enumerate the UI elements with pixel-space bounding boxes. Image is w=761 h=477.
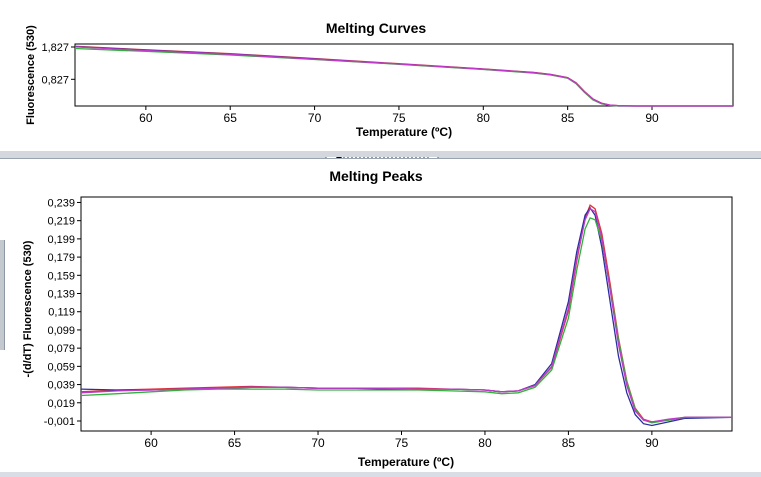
x-tick-label: 60: [144, 436, 158, 450]
y-tick-label: 1,827: [41, 42, 69, 54]
x-axis-label: Temperature (ºC): [358, 455, 454, 469]
x-axis-label: Temperature (ºC): [356, 125, 452, 139]
y-tick-label: 0,239: [47, 197, 75, 209]
x-tick-label: 75: [392, 111, 406, 125]
y-tick-label: 0,019: [47, 398, 75, 410]
x-tick-label: 60: [139, 111, 153, 125]
y-tick-label: 0,199: [47, 234, 75, 246]
y-tick-label: 0,039: [47, 380, 75, 392]
x-tick-labels: 60 65 70 75 80 85 90: [139, 106, 659, 125]
x-tick-label: 70: [311, 436, 325, 450]
melting-peaks-chart: Melting Peaks -0,001 0,019 0,039 0,059 0,079…: [22, 168, 733, 469]
x-tick-label: 90: [645, 436, 659, 450]
series-line-4: [80, 207, 732, 423]
splitter-bar[interactable]: [0, 151, 761, 165]
series-lines: [80, 204, 733, 427]
x-tick-label: 75: [395, 436, 409, 450]
y-tick-label: 0,099: [47, 325, 75, 337]
series-line-3: [80, 217, 732, 424]
y-tick-labels: -0,001 0,019 0,039 0,059 0,079 0,099 0,119 0,13…: [44, 197, 81, 428]
side-panel-edge: [0, 240, 5, 350]
plot-area: [74, 43, 734, 107]
y-tick-labels: 0,827 1,827: [41, 42, 75, 86]
y-tick-label: 0,159: [47, 270, 75, 282]
x-tick-label: 80: [477, 111, 491, 125]
plot-area: [80, 196, 733, 432]
y-tick-label: -0,001: [44, 416, 75, 428]
y-tick-label: 0,179: [47, 252, 75, 264]
series-lines: [74, 45, 733, 107]
y-tick-label: 0,059: [47, 361, 75, 373]
y-tick-label: 0,139: [47, 289, 75, 301]
melting-peaks-panel: Melting Peaks -0,001 0,019 0,039 0,059 0,079…: [0, 158, 761, 472]
x-tick-label: 80: [478, 436, 492, 450]
y-axis-label: Fluorescence (530): [25, 25, 37, 125]
series-line-4: [74, 46, 733, 107]
x-tick-labels: 60 65 70 75 80 85 90: [144, 431, 659, 450]
x-tick-label: 65: [228, 436, 242, 450]
x-tick-label: 85: [562, 436, 576, 450]
melting-curves-chart: Melting Curves 0,827 1,827 60 65 70 75 80 85 90…: [25, 20, 734, 139]
y-tick-label: 0,827: [41, 74, 69, 86]
x-tick-label: 70: [308, 111, 322, 125]
chart-title: Melting Curves: [326, 20, 427, 36]
x-tick-label: 90: [645, 111, 659, 125]
x-tick-label: 85: [561, 111, 575, 125]
y-tick-label: 0,119: [48, 307, 75, 319]
y-tick-label: 0,219: [47, 216, 75, 228]
x-tick-label: 65: [224, 111, 238, 125]
y-tick-label: 0,079: [47, 343, 75, 355]
melting-curves-panel: Melting Curves 0,827 1,827 60 65 70 75 80 85 90…: [0, 0, 761, 151]
chart-title: Melting Peaks: [329, 168, 423, 184]
y-axis-label: -(d/dT) Fluorescence (530): [22, 240, 34, 377]
